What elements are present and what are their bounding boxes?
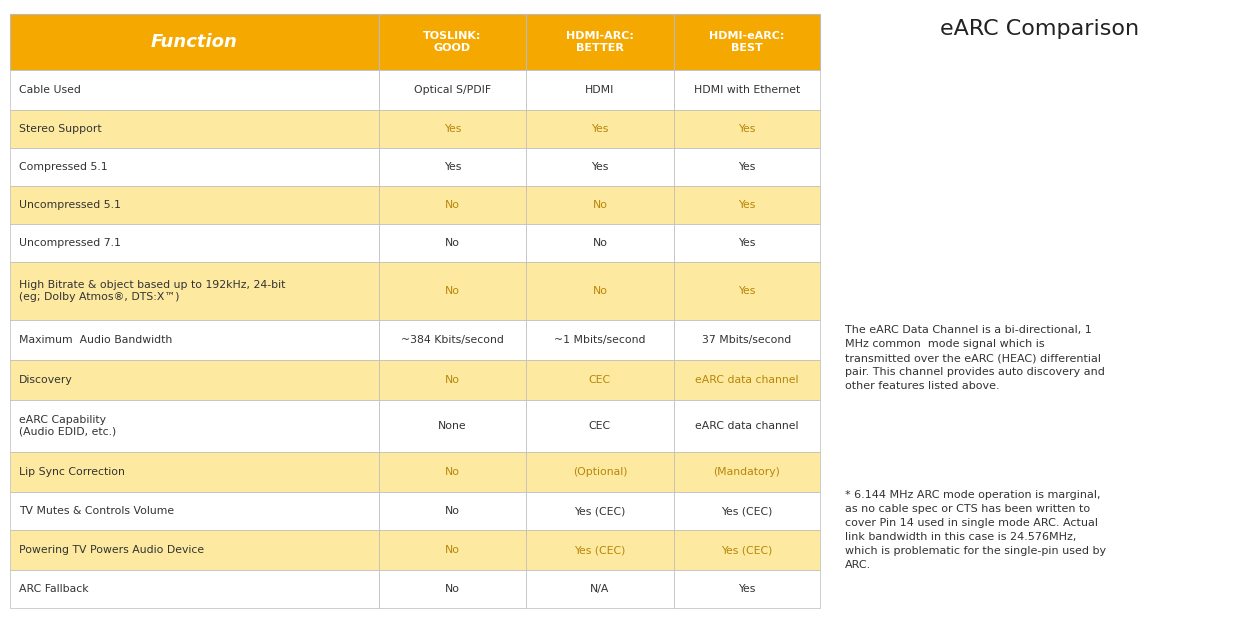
Text: No: No bbox=[444, 238, 460, 248]
Text: CEC: CEC bbox=[588, 421, 611, 431]
Text: Yes: Yes bbox=[738, 238, 756, 248]
Text: Yes: Yes bbox=[738, 286, 756, 296]
Text: 37 Mbits/second: 37 Mbits/second bbox=[702, 335, 792, 345]
Text: CEC: CEC bbox=[588, 375, 611, 385]
Text: eARC Capability
(Audio EDID, etc.): eARC Capability (Audio EDID, etc.) bbox=[19, 415, 115, 437]
Text: (Optional): (Optional) bbox=[572, 467, 627, 477]
Text: ~1 Mbits/second: ~1 Mbits/second bbox=[555, 335, 645, 345]
Text: HDMI: HDMI bbox=[586, 85, 614, 95]
Text: TV Mutes & Controls Volume: TV Mutes & Controls Volume bbox=[19, 506, 174, 516]
Text: HDMI with Ethernet: HDMI with Ethernet bbox=[694, 85, 800, 95]
Text: Yes: Yes bbox=[591, 124, 608, 134]
Text: Yes (CEC): Yes (CEC) bbox=[721, 545, 773, 555]
Text: ~384 Kbits/second: ~384 Kbits/second bbox=[401, 335, 504, 345]
Text: No: No bbox=[444, 200, 460, 210]
Text: HDMI-eARC:
BEST: HDMI-eARC: BEST bbox=[710, 32, 784, 53]
Text: Maximum  Audio Bandwidth: Maximum Audio Bandwidth bbox=[19, 335, 171, 345]
Text: Yes (CEC): Yes (CEC) bbox=[575, 506, 625, 516]
Text: Discovery: Discovery bbox=[19, 375, 72, 385]
Text: Compressed 5.1: Compressed 5.1 bbox=[19, 162, 107, 172]
Text: (Mandatory): (Mandatory) bbox=[714, 467, 781, 477]
Text: No: No bbox=[592, 238, 607, 248]
Text: eARC data channel: eARC data channel bbox=[695, 375, 799, 385]
Text: N/A: N/A bbox=[591, 584, 609, 594]
Text: No: No bbox=[444, 545, 460, 555]
Text: eARC data channel: eARC data channel bbox=[695, 421, 799, 431]
Text: No: No bbox=[444, 286, 460, 296]
Text: No: No bbox=[444, 506, 460, 516]
Text: Yes (CEC): Yes (CEC) bbox=[721, 506, 773, 516]
Text: * 6.144 MHz ARC mode operation is marginal,
as no cable spec or CTS has been wri: * 6.144 MHz ARC mode operation is margin… bbox=[845, 490, 1106, 570]
Text: No: No bbox=[444, 375, 460, 385]
Text: ARC Fallback: ARC Fallback bbox=[19, 584, 88, 594]
Text: No: No bbox=[592, 200, 607, 210]
Text: High Bitrate & object based up to 192kHz, 24-bit
(eg; Dolby Atmos®, DTS:X™): High Bitrate & object based up to 192kHz… bbox=[19, 280, 285, 302]
Text: Cable Used: Cable Used bbox=[19, 85, 81, 95]
Text: No: No bbox=[444, 467, 460, 477]
Text: Stereo Support: Stereo Support bbox=[19, 124, 102, 134]
Text: Powering TV Powers Audio Device: Powering TV Powers Audio Device bbox=[19, 545, 204, 555]
Text: Optical S/PDIF: Optical S/PDIF bbox=[413, 85, 491, 95]
Text: Function: Function bbox=[151, 33, 238, 51]
Text: Yes: Yes bbox=[444, 162, 462, 172]
Text: Yes: Yes bbox=[591, 162, 608, 172]
Text: Yes: Yes bbox=[738, 162, 756, 172]
Text: Lip Sync Correction: Lip Sync Correction bbox=[19, 467, 124, 477]
Text: Yes: Yes bbox=[738, 124, 756, 134]
Text: No: No bbox=[444, 584, 460, 594]
Text: Yes: Yes bbox=[738, 584, 756, 594]
Text: No: No bbox=[592, 286, 607, 296]
Text: eARC Comparison: eARC Comparison bbox=[941, 19, 1139, 39]
Text: Yes: Yes bbox=[738, 200, 756, 210]
Text: None: None bbox=[438, 421, 467, 431]
Text: Uncompressed 7.1: Uncompressed 7.1 bbox=[19, 238, 120, 248]
Text: Yes (CEC): Yes (CEC) bbox=[575, 545, 625, 555]
Text: HDMI-ARC:
BETTER: HDMI-ARC: BETTER bbox=[566, 32, 634, 53]
Text: Uncompressed 5.1: Uncompressed 5.1 bbox=[19, 200, 120, 210]
Text: The eARC Data Channel is a bi-directional, 1
MHz common  mode signal which is
tr: The eARC Data Channel is a bi-directiona… bbox=[845, 325, 1104, 391]
Text: Yes: Yes bbox=[444, 124, 462, 134]
Text: TOSLINK:
GOOD: TOSLINK: GOOD bbox=[423, 32, 482, 53]
